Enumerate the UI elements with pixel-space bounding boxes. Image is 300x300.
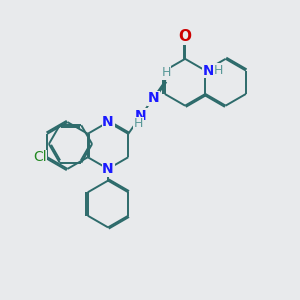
Text: N: N	[147, 91, 159, 105]
Text: Cl: Cl	[33, 150, 46, 164]
Text: N: N	[102, 115, 114, 129]
Text: N: N	[102, 162, 114, 176]
Text: N: N	[135, 109, 147, 123]
Text: N: N	[202, 64, 214, 78]
Text: H: H	[161, 66, 171, 79]
Text: H: H	[213, 64, 223, 77]
Text: O: O	[178, 29, 192, 44]
Text: H: H	[134, 118, 143, 130]
